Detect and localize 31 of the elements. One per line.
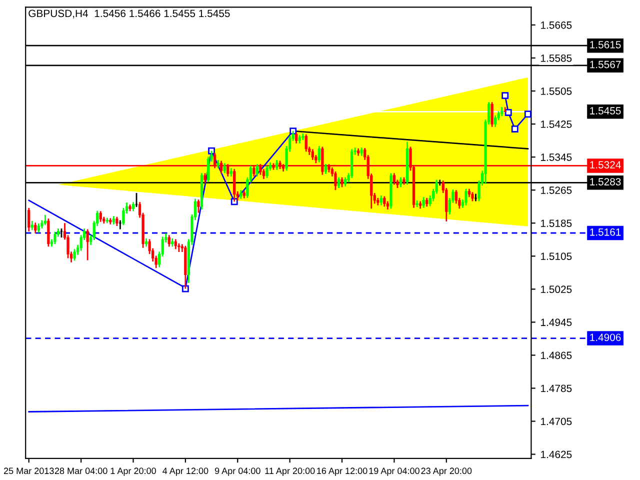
ref-line-label: 1.4906 bbox=[590, 334, 621, 342]
y-tick-label: 1.5585 bbox=[541, 54, 572, 62]
y-tick-label: 1.5425 bbox=[541, 120, 572, 128]
ref-line-label: 1.5615 bbox=[590, 41, 621, 48]
y-tick-label: 1.4785 bbox=[541, 384, 572, 392]
ref-line-label: 1.5161 bbox=[590, 228, 621, 236]
y-tick-label: 1.5265 bbox=[541, 186, 572, 194]
y-tick-label: 1.4865 bbox=[541, 352, 572, 360]
ref-line-label: 1.5455 bbox=[590, 107, 621, 114]
y-tick-label: 1.4945 bbox=[541, 318, 572, 326]
x-tick-label: 11 Apr 20:00 bbox=[265, 468, 315, 476]
y-tick-label: 1.5345 bbox=[541, 154, 572, 161]
y-tick-label: 1.4625 bbox=[541, 450, 572, 458]
y-tick-label: 1.5665 bbox=[541, 21, 572, 29]
ref-line-label: 1.5567 bbox=[590, 60, 621, 68]
x-tick-label: 19 Apr 04:00 bbox=[369, 468, 420, 476]
x-tick-label: 23 Apr 20:00 bbox=[421, 468, 472, 476]
x-tick-label: 25 Mar 2013 bbox=[4, 468, 54, 474]
x-tick-label: 16 Apr 12:00 bbox=[317, 468, 368, 476]
chart-title: GBPUSD,H4 1.5456 1.5466 1.5455 1.5455 bbox=[28, 10, 230, 18]
y-tick-label: 1.5185 bbox=[541, 220, 572, 227]
y-tick-label: 1.5025 bbox=[541, 286, 572, 294]
x-tick-label: 9 Apr 04:00 bbox=[214, 468, 260, 476]
y-tick-label: 1.5505 bbox=[541, 88, 572, 95]
ref-line-label: 1.5324 bbox=[590, 161, 621, 169]
y-tick-label: 1.4705 bbox=[541, 418, 572, 426]
x-tick-label: 4 Apr 12:00 bbox=[162, 468, 208, 476]
x-tick-label: 1 Apr 20:00 bbox=[110, 468, 156, 476]
ref-line-label: 1.5283 bbox=[590, 178, 621, 186]
x-tick-label: 28 Mar 04:00 bbox=[54, 468, 108, 474]
y-tick-label: 1.5105 bbox=[541, 252, 572, 260]
